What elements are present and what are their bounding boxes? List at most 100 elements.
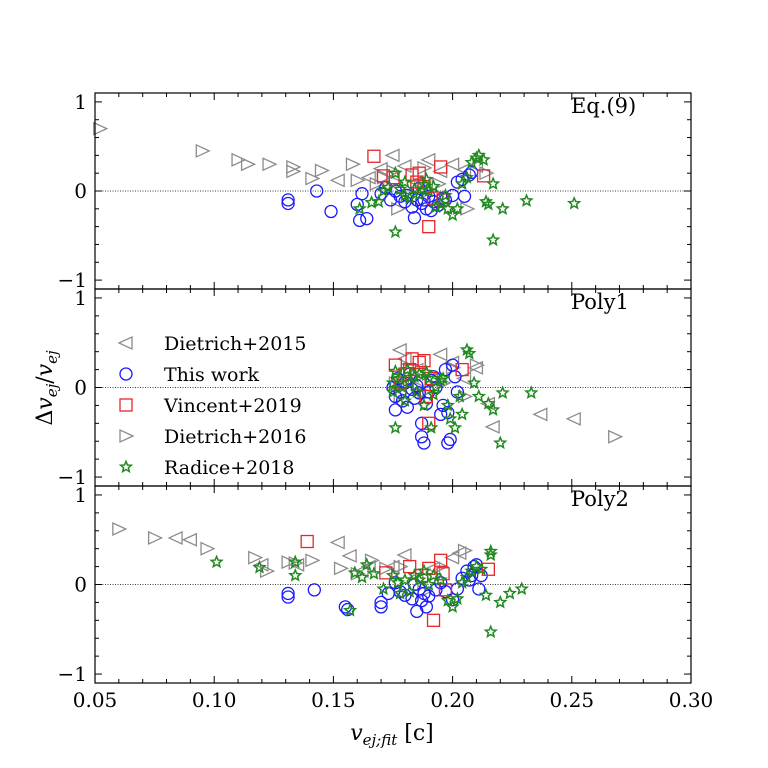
legend-label: Radice+2018 xyxy=(164,457,294,479)
data-point xyxy=(397,393,413,408)
data-point xyxy=(471,388,487,403)
data-point xyxy=(359,557,374,571)
data-point xyxy=(385,384,401,399)
data-point xyxy=(409,384,425,399)
series-vincent-2019 xyxy=(388,352,469,430)
legend-entry: This work xyxy=(119,364,260,386)
y-axis-label-slash: / xyxy=(33,376,58,384)
data-point xyxy=(438,187,453,202)
data-point xyxy=(402,190,417,205)
data-point xyxy=(524,385,539,399)
data-point xyxy=(467,360,484,375)
data-point xyxy=(436,398,450,413)
series-this-work xyxy=(281,558,488,619)
data-point xyxy=(457,189,472,203)
data-point xyxy=(419,364,434,379)
legend-label: Vincent+2019 xyxy=(163,395,302,417)
data-point xyxy=(519,193,534,207)
legend-marker xyxy=(117,335,133,351)
panels: −1 0 1 Eq.(9) −1 0 1 Poly1 −1 0 1 Poly2 xyxy=(58,90,692,686)
data-point xyxy=(426,191,441,205)
data-point xyxy=(417,353,431,368)
data-point xyxy=(455,362,469,377)
y-tick-label: 0 xyxy=(74,376,87,400)
data-point xyxy=(419,171,434,186)
x-tick-label: 0.10 xyxy=(192,688,237,712)
data-point xyxy=(481,562,496,576)
data-point xyxy=(200,541,216,556)
data-point xyxy=(481,396,496,410)
y-tick-label: −1 xyxy=(58,662,87,686)
data-point xyxy=(495,385,510,399)
data-point xyxy=(376,183,391,198)
data-point xyxy=(532,407,548,422)
data-point xyxy=(459,569,475,584)
x-tick-label: 0.15 xyxy=(311,688,356,712)
y-tick-label: 1 xyxy=(74,483,87,507)
data-point xyxy=(376,581,391,596)
data-point xyxy=(388,165,403,180)
legend-entry: Vincent+2019 xyxy=(119,395,302,417)
data-point xyxy=(412,572,427,587)
data-point xyxy=(454,176,470,190)
data-point xyxy=(391,342,407,357)
legend-label: Dietrich+2016 xyxy=(164,426,307,448)
data-point xyxy=(433,196,448,211)
series-radice-2018 xyxy=(385,342,539,450)
data-point xyxy=(231,152,247,167)
data-point xyxy=(393,559,409,574)
panel-3: −1 0 1 Poly2 xyxy=(58,483,692,686)
data-point xyxy=(434,407,448,422)
legend-entry: Radice+2018 xyxy=(118,457,294,479)
data-point xyxy=(407,369,422,383)
x-axis-label-main: v xyxy=(350,721,363,746)
data-point xyxy=(476,169,491,183)
legend-entry: Dietrich+2015 xyxy=(117,333,307,355)
legend-label: Dietrich+2015 xyxy=(164,333,307,355)
data-point xyxy=(388,363,403,378)
data-point xyxy=(405,168,419,182)
data-point xyxy=(407,211,422,225)
y-tick-label: 0 xyxy=(74,573,87,597)
data-point xyxy=(483,543,498,558)
data-point xyxy=(417,436,431,450)
data-point xyxy=(485,232,501,247)
data-point xyxy=(429,583,443,597)
data-point xyxy=(286,164,302,179)
data-point xyxy=(345,157,362,172)
data-point xyxy=(412,166,426,180)
data-point xyxy=(392,370,408,385)
data-point xyxy=(333,561,350,576)
data-point xyxy=(248,550,264,565)
data-point xyxy=(481,196,496,211)
data-point xyxy=(565,411,581,426)
data-point xyxy=(484,419,500,434)
y-tick-label: 1 xyxy=(74,90,87,114)
data-point xyxy=(469,358,485,373)
y-tick-label: 1 xyxy=(74,286,87,310)
data-point xyxy=(422,416,436,430)
data-point xyxy=(403,559,417,574)
data-point xyxy=(112,521,128,536)
data-point xyxy=(388,358,403,372)
data-point xyxy=(342,602,358,617)
y-axis-label-subscript: ej xyxy=(43,383,61,397)
panel-1: −1 0 1 Eq.(9) xyxy=(58,90,692,292)
data-point xyxy=(416,563,432,578)
legend-label: This work xyxy=(164,364,260,386)
data-point xyxy=(262,157,278,172)
data-point xyxy=(367,149,381,163)
data-point xyxy=(445,599,460,614)
legend-entry: Dietrich+2016 xyxy=(119,426,307,448)
data-point xyxy=(483,547,498,562)
data-point xyxy=(300,534,314,549)
data-point xyxy=(474,561,489,576)
series-radice-2018 xyxy=(209,543,529,639)
data-point xyxy=(364,195,379,209)
data-point xyxy=(441,405,455,420)
data-point xyxy=(466,375,482,390)
data-point xyxy=(460,201,476,216)
data-point xyxy=(209,554,224,569)
legend-marker xyxy=(119,428,135,444)
data-point xyxy=(281,590,295,604)
